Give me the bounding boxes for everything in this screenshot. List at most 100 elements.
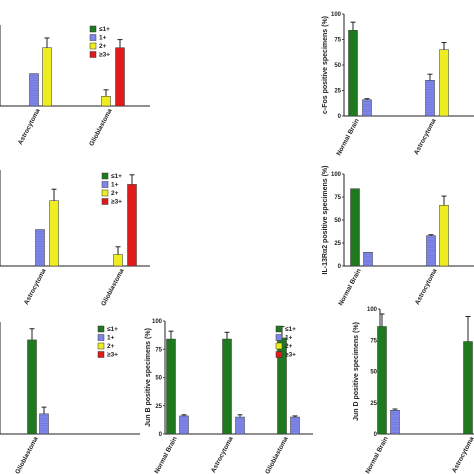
bar-ge3 — [115, 47, 125, 107]
legend-label-le1: ≤1+ — [99, 26, 110, 33]
y-tick-label: 25 — [334, 241, 341, 247]
category-label: Astrocytoma — [17, 107, 42, 146]
legend-label-le1: ≤1+ — [111, 173, 122, 180]
legend-label-c1: 1+ — [107, 335, 115, 342]
legend-label-ge3: ≥3+ — [99, 52, 110, 59]
y-tick-label: 0 — [338, 114, 342, 120]
legend-label-ge3: ≥3+ — [111, 199, 122, 206]
bar-le1 — [377, 326, 387, 435]
y-axis-label: Jun B positive specimens (%) — [145, 328, 152, 427]
category-label: Astrocytoma — [451, 435, 474, 474]
bar-ge3 — [127, 184, 137, 267]
bar-le1 — [348, 30, 358, 117]
legend-swatch-le1 — [275, 325, 283, 333]
y-tick-label: 75 — [155, 347, 162, 353]
chart-panel-1: Astrocytoma Glioblastoma ≤1+ 1+2+ ≥3+ — [0, 25, 150, 147]
legend-swatch-ge3 — [275, 351, 283, 358]
y-tick-label: 50 — [155, 376, 162, 382]
y-tick-label: 50 — [334, 218, 341, 224]
legend-swatch-c1 — [101, 181, 109, 188]
legend-label-ge3: ≥3+ — [107, 352, 118, 359]
y-tick-label: 75 — [334, 195, 341, 201]
category-label: Glioblastoma — [264, 435, 290, 474]
y-tick-label: 100 — [367, 307, 378, 313]
category-label: Astrocytoma — [23, 267, 48, 306]
bar-c2 — [439, 49, 449, 117]
y-tick-label: 25 — [155, 404, 162, 410]
bar-c2 — [101, 96, 111, 107]
legend-swatch-le1 — [101, 172, 109, 180]
legend-label-c2: 2+ — [99, 43, 107, 50]
category-label: Normal Brain — [335, 118, 360, 157]
legend-swatch-le1 — [89, 25, 97, 33]
legend-swatch-c1 — [97, 334, 105, 341]
y-axis-label: IL-13Rα2 positive specimens (%) — [322, 166, 329, 275]
y-tick-label: 50 — [370, 370, 377, 376]
y-tick-label: 100 — [152, 319, 163, 325]
bar-c1 — [425, 80, 435, 117]
legend-swatch-c1 — [89, 34, 97, 41]
category-label: Glioblastoma — [88, 107, 114, 147]
bar-le1 — [166, 338, 176, 435]
bar-c1 — [179, 415, 189, 435]
category-label: Astrocytoma — [414, 267, 439, 306]
y-axis-label: Jun D positive specimens (%) — [353, 322, 360, 421]
legend-swatch-c2 — [101, 189, 109, 197]
y-tick-label: 75 — [370, 338, 377, 344]
legend-label-c2: 2+ — [285, 343, 293, 350]
y-tick-label: 100 — [331, 12, 342, 18]
legend-label-ge3: ≥3+ — [285, 352, 296, 359]
y-tick-label: 0 — [374, 432, 378, 438]
legend: ≤1+ 1+2+ ≥3+ — [275, 325, 296, 359]
category-label: Astrocytoma — [413, 117, 438, 156]
category-label: Normal Brain — [364, 436, 389, 474]
bar-le1 — [27, 339, 37, 435]
legend-label-le1: ≤1+ — [107, 326, 118, 333]
y-tick-label: 25 — [370, 401, 377, 407]
legend-swatch-c2 — [97, 342, 105, 350]
bar-le1 — [222, 338, 232, 435]
bar-c2 — [439, 205, 449, 267]
legend-swatch-ge3 — [97, 351, 105, 358]
y-tick-label: 100 — [331, 172, 342, 178]
category-label: Normal Brain — [153, 436, 178, 474]
bar-c2 — [42, 47, 52, 107]
y-tick-label: 75 — [334, 38, 341, 44]
y-tick-label: 25 — [334, 89, 341, 95]
bar-c2 — [113, 254, 123, 267]
bar-c1 — [35, 229, 45, 267]
legend-label-le1: ≤1+ — [285, 326, 296, 333]
y-tick-label: 50 — [334, 63, 341, 69]
bar-c2 — [49, 200, 59, 267]
y-tick-label: 0 — [159, 432, 163, 438]
chart-panel-3: Astrocytoma Glioblastoma ≤1+ 1+2+ ≥3+ — [0, 170, 150, 307]
y-axis-label: c-Fos positive specimens (%) — [322, 16, 329, 114]
legend: ≤1+ 1+2+ ≥3+ — [89, 25, 110, 59]
bar-c1 — [362, 99, 372, 117]
legend-label-c1: 1+ — [285, 335, 293, 342]
legend-label-c2: 2+ — [111, 190, 119, 197]
legend-swatch-c2 — [275, 342, 283, 350]
bar-le1 — [350, 188, 360, 267]
category-label: Astrocytoma — [210, 435, 235, 474]
category-label: Glioblastoma — [14, 435, 40, 474]
chart-panel-5: Glioblastoma ≤1+ 1+2+ ≥3+ — [0, 322, 140, 474]
legend-swatch-ge3 — [101, 198, 109, 205]
legend-label-c1: 1+ — [99, 35, 107, 42]
legend-swatch-c2 — [89, 42, 97, 50]
category-label: Normal Brain — [337, 268, 362, 307]
y-tick-label: 0 — [338, 264, 342, 270]
bar-le1 — [463, 341, 473, 435]
bar-c1 — [29, 73, 39, 107]
legend-swatch-le1 — [97, 325, 105, 333]
legend-label-c1: 1+ — [111, 182, 119, 189]
chart-panel-7: 0 25 50 75 100 Jun D positive specimens (%) No… — [353, 307, 474, 474]
legend-swatch-c1 — [275, 334, 283, 341]
legend-swatch-ge3 — [89, 51, 97, 58]
category-label: Glioblastoma — [100, 267, 126, 307]
legend: ≤1+ 1+2+ ≥3+ — [101, 172, 122, 206]
